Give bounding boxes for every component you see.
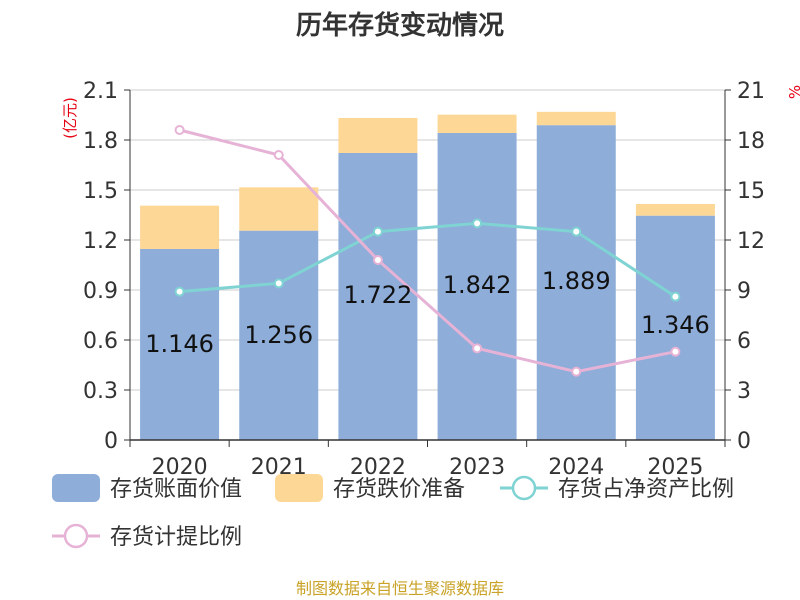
right-axis-tick-label: 6 [737,329,751,354]
right-axis-tick-label: 0 [737,429,751,454]
point-inventory-to-net-assets [472,218,483,229]
legend-book-value: 存货账面价值 [52,474,242,502]
bar-book-value [437,133,517,440]
legend-label: 存货跌价准备 [333,477,465,502]
left-axis-tick-label: 0.3 [83,379,118,404]
bar-book-value [536,125,616,441]
point-inventory-to-net-assets [174,286,185,297]
right-axis-tick-label: 15 [737,179,765,204]
bar-impairment [239,187,319,231]
bar-book-value [140,249,220,440]
legend-inventory-to-net-assets: 存货占净资产比例 [500,475,734,502]
point-provision-ratio [273,150,284,160]
bar-book-value [338,153,418,440]
legend-label: 存货计提比例 [110,525,242,550]
bar-book-value [635,215,715,440]
left-axis-tick-label: 1.5 [83,179,118,204]
line-provision-ratio [179,128,676,374]
chart-title: 历年存货变动情况 [296,10,504,41]
point-inventory-to-net-assets [670,291,681,302]
x-axis-tick-label: 2020 [152,455,208,480]
x-axis-tick-label: 2022 [350,455,406,480]
right-axis-unit: % [786,85,800,99]
bar-value-label: 1.346 [641,311,710,339]
point-provision-ratio [571,366,582,377]
left-axis-tick-label: 1.8 [83,129,118,154]
point-inventory-to-net-assets [273,278,284,289]
legend-label: 存货账面价值 [110,477,242,502]
bar-impairment [635,204,715,216]
right-axis-tick-label: 3 [737,379,751,404]
legend-marker [511,475,537,501]
left-axis-tick-label: 0.9 [83,279,118,304]
bar-value-label: 1.842 [443,271,512,299]
bar-impairment [437,114,517,133]
point-provision-ratio [372,255,383,265]
legend-swatch [275,474,323,502]
bar-impairment [536,111,616,126]
bar-value-label: 1.889 [542,267,611,295]
data-source: 制图数据来自恒生聚源数据库 [296,579,504,598]
point-provision-ratio [670,346,681,357]
line-inventory-to-net-assets [179,221,677,298]
right-axis-tick-label: 18 [737,129,765,154]
left-axis-tick-label: 0.6 [83,329,118,354]
legend-swatch [52,474,100,502]
bar-value-label: 1.146 [145,330,214,358]
bar-value-label: 1.722 [344,281,413,309]
right-axis-tick-label: 21 [737,79,765,104]
bar-impairment [338,118,418,153]
legend-impairment: 存货跌价准备 [275,474,465,502]
bar-impairment [140,205,220,249]
legend-label: 存货占净资产比例 [558,477,734,502]
legend-marker [63,523,89,549]
left-axis-unit: (亿元) [61,97,79,139]
point-inventory-to-net-assets [372,226,383,237]
legend-provision-ratio: 存货计提比例 [52,523,242,550]
point-provision-ratio [174,125,185,135]
bar-book-value [239,230,319,440]
right-axis-tick-label: 9 [737,279,751,304]
x-axis-tick-label: 2025 [647,455,703,480]
bar-value-label: 1.256 [244,321,313,349]
left-axis-tick-label: 0 [104,429,118,454]
x-axis-tick-label: 2023 [449,455,505,480]
point-provision-ratio [472,343,483,354]
left-axis-tick-label: 2.1 [83,79,118,104]
point-inventory-to-net-assets [571,226,582,237]
right-axis-tick-label: 12 [737,229,765,254]
left-axis-tick-label: 1.2 [83,229,118,254]
x-axis-tick-label: 2024 [548,455,604,480]
